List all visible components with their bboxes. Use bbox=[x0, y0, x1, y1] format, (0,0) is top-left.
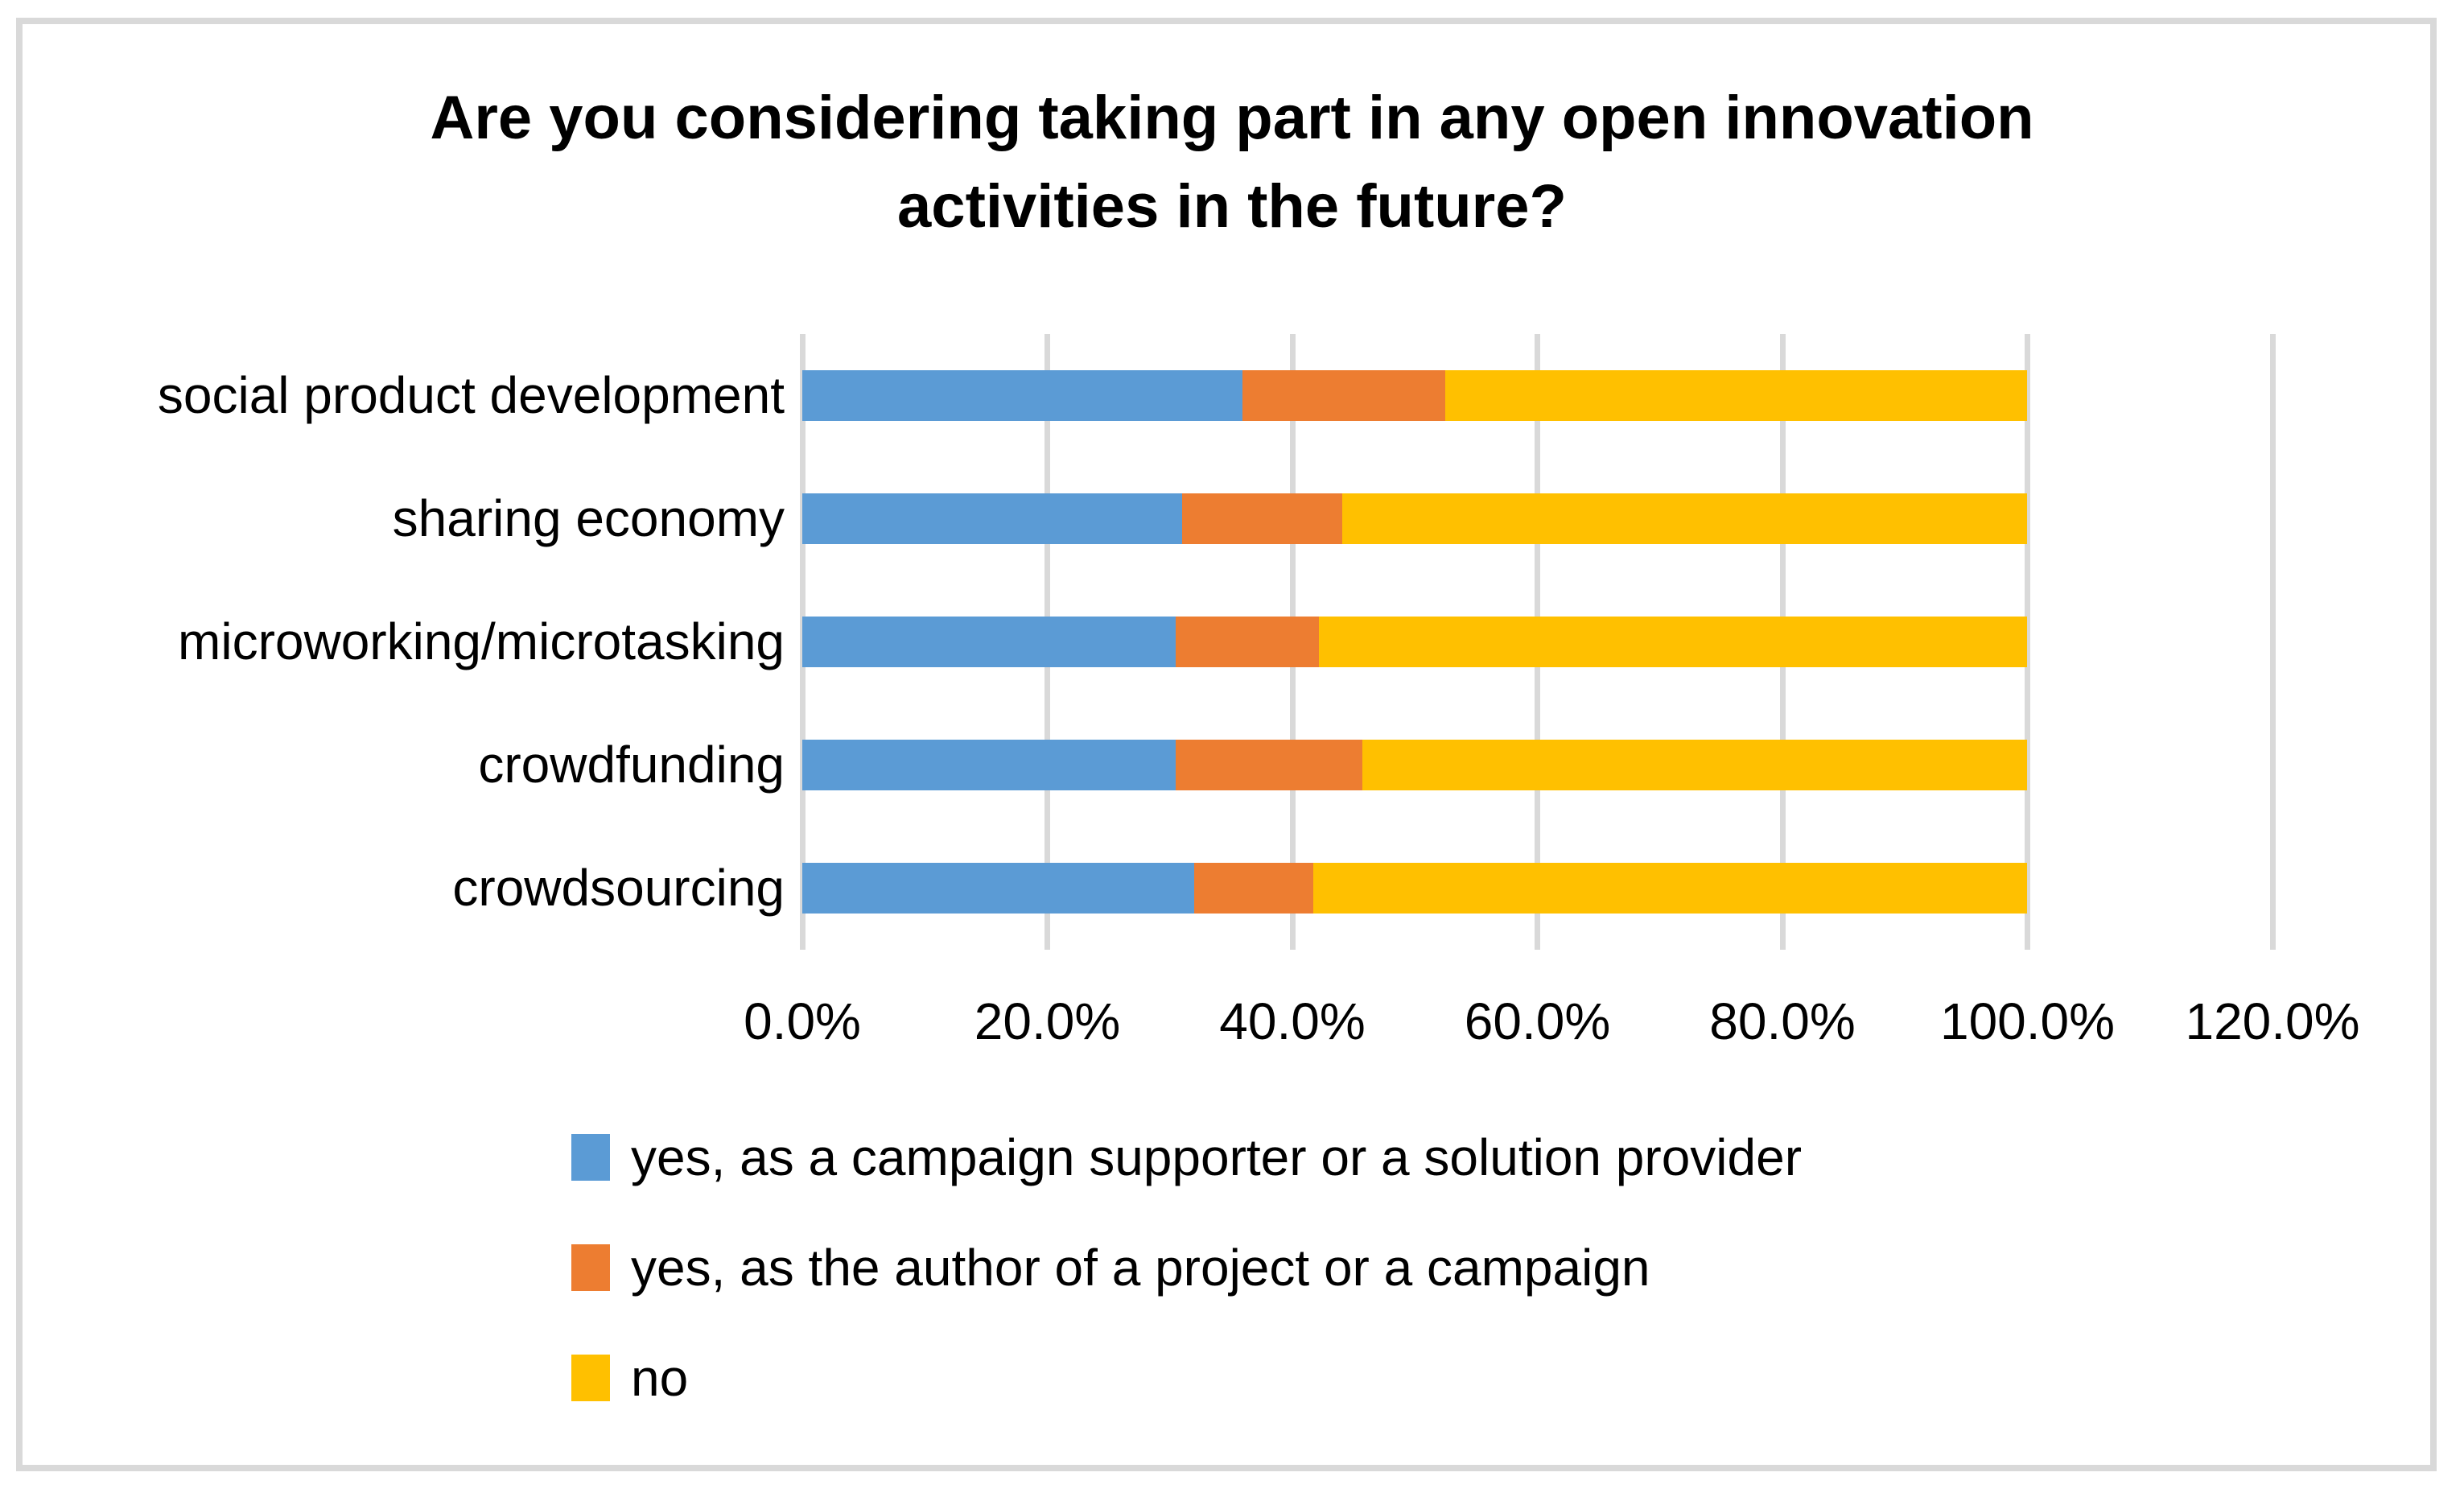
category-label: social product development bbox=[157, 366, 785, 424]
bar-segment bbox=[802, 617, 1176, 667]
x-tick-label: 120.0% bbox=[2185, 992, 2360, 1050]
bar-segment bbox=[802, 370, 1242, 421]
x-tick-label: 0.0% bbox=[744, 992, 861, 1050]
bar-segment bbox=[1445, 370, 2028, 421]
bar-segment bbox=[802, 740, 1176, 790]
gridline bbox=[2025, 334, 2030, 950]
x-tick-label: 60.0% bbox=[1464, 992, 1611, 1050]
bar-segment bbox=[1342, 493, 2028, 544]
legend: yes, as a campaign supporter or a soluti… bbox=[571, 1125, 1802, 1410]
bar-segment bbox=[1181, 493, 1343, 544]
bar-row bbox=[802, 370, 2028, 421]
x-tick-label: 20.0% bbox=[974, 992, 1121, 1050]
chart-title: Are you considering taking part in any o… bbox=[430, 84, 2034, 241]
plot-area bbox=[799, 334, 2276, 950]
bar-row bbox=[802, 740, 2028, 790]
legend-swatch bbox=[571, 1355, 610, 1401]
legend-item: no bbox=[571, 1346, 1802, 1410]
bar-segment bbox=[1194, 863, 1313, 914]
category-label: crowdsourcing bbox=[452, 859, 785, 917]
bar-segment bbox=[1242, 370, 1446, 421]
bar-segment bbox=[1176, 740, 1362, 790]
legend-label: yes, as a campaign supporter or a soluti… bbox=[631, 1128, 1802, 1186]
category-label: crowdfunding bbox=[478, 736, 785, 794]
legend-item: yes, as a campaign supporter or a soluti… bbox=[571, 1125, 1802, 1190]
x-tick-label: 80.0% bbox=[1709, 992, 1856, 1050]
category-label: sharing economy bbox=[392, 489, 785, 547]
bar-row bbox=[802, 617, 2028, 667]
legend-label: yes, as the author of a project or a cam… bbox=[631, 1239, 1650, 1297]
bar-segment bbox=[1319, 617, 2028, 667]
gridline bbox=[2269, 334, 2276, 950]
bar-segment bbox=[1176, 617, 1320, 667]
legend-swatch bbox=[571, 1244, 610, 1291]
bar-row bbox=[802, 863, 2028, 914]
bar-segment bbox=[802, 493, 1182, 544]
legend-item: yes, as the author of a project or a cam… bbox=[571, 1235, 1802, 1300]
bar-segment bbox=[802, 863, 1195, 914]
x-tick-label: 100.0% bbox=[1939, 992, 2116, 1050]
bar-segment bbox=[1312, 863, 2028, 914]
bar-segment bbox=[1362, 740, 2028, 790]
bar-row bbox=[802, 493, 2028, 544]
legend-label: no bbox=[631, 1349, 689, 1407]
legend-swatch bbox=[571, 1134, 610, 1181]
category-label: microworking/microtasking bbox=[178, 612, 785, 670]
x-tick-label: 40.0% bbox=[1219, 992, 1366, 1050]
